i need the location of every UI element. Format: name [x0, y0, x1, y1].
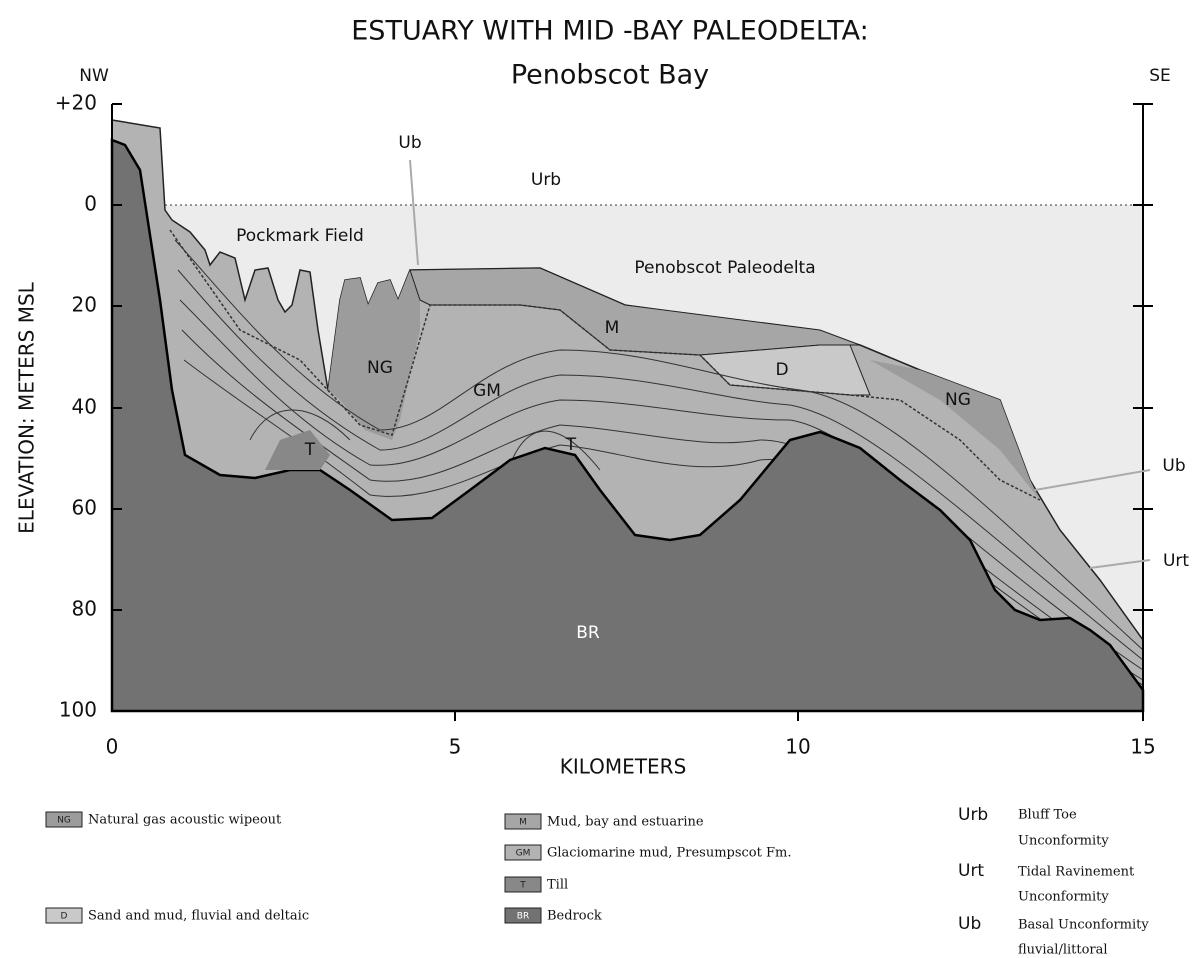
surface-code: Ub — [958, 914, 981, 934]
annotation: Urt — [1163, 551, 1189, 571]
legend-label: Bedrock — [547, 909, 602, 924]
surface-legend: Urb Bluff Toe Unconformity Urt Tidal Rav… — [958, 805, 1149, 958]
annotation: Penobscot Paleodelta — [634, 258, 815, 278]
legend-label: Till — [547, 878, 568, 893]
legend-code: GM — [516, 849, 531, 859]
legend: NG Natural gas acoustic wipeout D Sand a… — [46, 812, 791, 924]
legend-code: D — [61, 912, 68, 922]
subtitle: Penobscot Bay — [511, 60, 709, 91]
diagram: ESTUARY WITH MID -BAY PALEODELTA: Penobs… — [0, 0, 1196, 958]
surface-label: Unconformity — [1018, 834, 1109, 849]
y-tick-labels: +20 0 20 40 60 80 100 — [55, 91, 97, 722]
title: ESTUARY WITH MID -BAY PALEODELTA: — [351, 16, 869, 47]
direction: NW — [79, 66, 109, 86]
annotation: Pockmark Field — [236, 226, 364, 246]
annotation: D — [775, 360, 788, 380]
y-axis-label: ELEVATION: METERS MSL — [15, 281, 39, 534]
x-axis-label: KILOMETERS — [560, 755, 687, 779]
x-tick-label: 5 — [449, 735, 462, 759]
legend-label: Sand and mud, fluvial and deltaic — [88, 909, 309, 924]
surface-label: Bluff Toe — [1018, 808, 1077, 823]
legend-label: Glaciomarine mud, Presumpscot Fm. — [547, 846, 791, 861]
annotation: NG — [367, 358, 393, 378]
legend-code: BR — [517, 912, 529, 922]
y-tick-label: 0 — [84, 192, 97, 216]
legend-code: T — [519, 881, 526, 891]
annotation: NG — [945, 390, 971, 410]
annotation: Ub — [1162, 456, 1185, 476]
annotation: Ub — [398, 133, 421, 153]
x-tick-label: 15 — [1130, 735, 1155, 759]
surface-code: Urt — [958, 861, 984, 881]
annotation: T — [565, 435, 577, 455]
surface-label: Unconformity — [1018, 890, 1109, 905]
y-tick-label: 20 — [72, 293, 97, 317]
legend-label: Mud, bay and estuarine — [547, 815, 704, 830]
annotation: Urb — [531, 170, 561, 190]
x-tick-label: 0 — [106, 735, 119, 759]
annotation: M — [605, 318, 620, 338]
y-tick-label: +20 — [55, 91, 97, 115]
annotation: GM — [473, 381, 501, 401]
surface-code: Urb — [958, 805, 988, 825]
surface-label: Basal Unconformity — [1018, 918, 1149, 933]
x-tick-label: 10 — [785, 735, 810, 759]
annotation: T — [304, 440, 316, 460]
legend-code: NG — [57, 816, 71, 826]
y-tick-label: 100 — [59, 698, 97, 722]
y-tick-label: 40 — [72, 395, 97, 419]
surface-label: Tidal Ravinement — [1018, 865, 1135, 880]
y-tick-label: 80 — [72, 597, 97, 621]
surface-label: fluvial/littoral — [1018, 943, 1108, 958]
legend-label: Natural gas acoustic wipeout — [88, 813, 282, 828]
direction: SE — [1149, 66, 1171, 86]
annotation: BR — [576, 623, 600, 643]
legend-code: M — [519, 818, 527, 828]
y-tick-label: 60 — [72, 496, 97, 520]
